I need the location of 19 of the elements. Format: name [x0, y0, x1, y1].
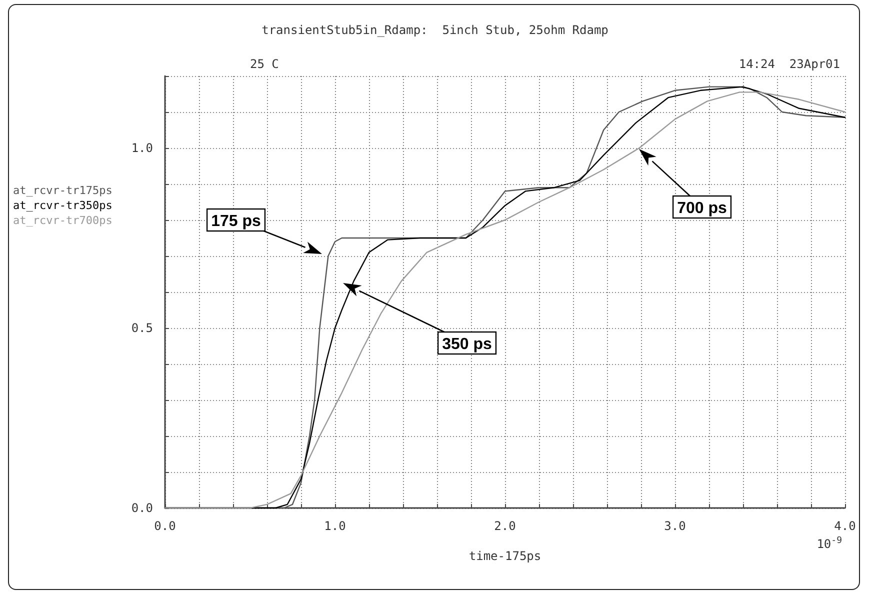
x-tick-label: 4.0: [834, 519, 856, 533]
text: 14:24 23Apr01: [738, 57, 840, 71]
y-tick-label: 1.0: [131, 141, 153, 155]
y-tick-label: 0.0: [131, 501, 153, 515]
x-tick-label: 0.0: [154, 519, 176, 533]
text: 10$^{-9}$: [816, 536, 842, 551]
text: at_rcvr-tr350ps: [13, 199, 112, 212]
x-tick-label: 3.0: [664, 519, 686, 533]
text: at_rcvr-tr175ps: [13, 184, 112, 197]
x-tick-label: 2.0: [494, 519, 516, 533]
text: 25 C: [250, 57, 279, 71]
text: at_rcvr-tr700ps: [13, 214, 112, 227]
x-axis-title: time-175ps: [468, 549, 542, 563]
x-tick-label: 1.0: [324, 519, 346, 533]
y-tick-label: 0.5: [131, 321, 153, 335]
annotation: 350 ps: [442, 336, 492, 353]
annotation: 175 ps: [211, 213, 262, 230]
annotation: 700 ps: [677, 200, 728, 217]
chart-title: transientStub5in_Rdamp: 5inch Stub, 25ohm Rdamp: [262, 23, 608, 37]
